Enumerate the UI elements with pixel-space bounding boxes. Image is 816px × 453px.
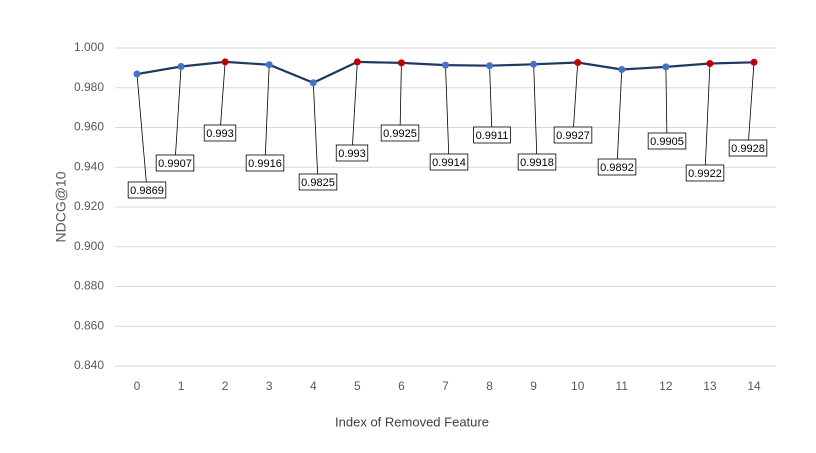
- x-tick-label: 13: [703, 379, 717, 393]
- data-label-box: [473, 126, 511, 144]
- leader-line: [174, 66, 182, 164]
- y-tick-label: 0.980: [74, 80, 104, 94]
- data-label: 0.993: [338, 148, 366, 160]
- x-tick-label: 2: [222, 379, 229, 393]
- data-point: [177, 62, 185, 70]
- leader-line: [747, 62, 755, 149]
- data-point: [530, 60, 538, 68]
- y-tick-label: 0.880: [74, 279, 104, 293]
- leader-line: [704, 63, 711, 174]
- data-label: 0.9911: [476, 130, 509, 142]
- x-tick-label: 12: [659, 379, 673, 393]
- data-point: [574, 59, 582, 67]
- data-label-box: [517, 153, 557, 171]
- y-tick-label: 0.840: [74, 358, 104, 372]
- data-point: [442, 61, 449, 69]
- data-label: 0.9892: [600, 162, 634, 174]
- data-label-box: [553, 126, 593, 144]
- data-label-box: [597, 158, 637, 176]
- x-tick-label: 9: [530, 379, 537, 393]
- data-label-box: [127, 181, 167, 199]
- leader-line: [489, 65, 493, 136]
- data-label: 0.9905: [650, 136, 684, 148]
- leader-line: [445, 65, 450, 163]
- x-tick-label: 7: [442, 379, 449, 393]
- leader-line: [351, 61, 358, 154]
- data-point: [750, 58, 758, 66]
- leader-line: [616, 69, 623, 168]
- data-point: [353, 58, 361, 66]
- data-point: [706, 60, 714, 68]
- data-point: [618, 65, 626, 73]
- data-point: [486, 62, 494, 70]
- data-label: 0.9914: [432, 157, 466, 169]
- data-label: 0.9922: [688, 168, 722, 180]
- data-label-box: [155, 154, 195, 172]
- data-label: 0.9928: [731, 143, 765, 155]
- data-point: [309, 79, 317, 87]
- data-label: 0.9925: [383, 128, 417, 140]
- leader-line: [533, 64, 538, 163]
- data-label: 0.9907: [158, 158, 192, 170]
- data-label: 0.993: [206, 128, 234, 140]
- data-label-box: [298, 173, 338, 191]
- data-label-box: [380, 124, 420, 142]
- data-point: [133, 70, 141, 78]
- x-tick-label: 1: [178, 379, 185, 393]
- leader-line: [219, 61, 226, 134]
- leader-line: [136, 74, 148, 191]
- data-point: [221, 58, 229, 66]
- data-label: 0.9918: [520, 157, 554, 169]
- x-axis-title: Index of Removed Feature: [335, 414, 489, 429]
- x-tick-label: 14: [747, 379, 761, 393]
- x-tick-label: 11: [616, 379, 629, 393]
- leader-line: [665, 66, 668, 142]
- y-tick-label: 0.900: [74, 239, 104, 253]
- x-tick-label: 5: [354, 379, 361, 393]
- leader-line: [312, 82, 319, 183]
- leader-line: [264, 64, 270, 164]
- data-label: 0.9916: [248, 158, 282, 170]
- x-tick-label: 10: [571, 379, 585, 393]
- data-label-box: [203, 124, 237, 142]
- data-label: 0.9869: [130, 185, 164, 197]
- data-label-box: [728, 139, 768, 157]
- x-tick-label: 6: [398, 379, 405, 393]
- y-tick-label: 0.920: [74, 199, 104, 213]
- data-label-box: [335, 144, 369, 162]
- y-tick-label: 0.940: [74, 159, 104, 173]
- y-tick-label: 0.960: [74, 120, 104, 134]
- y-tick-label: 1.000: [74, 40, 104, 54]
- data-label-box: [685, 164, 725, 182]
- data-label-box: [429, 153, 469, 171]
- x-tick-label: 0: [134, 379, 141, 393]
- data-label-box: [245, 154, 285, 172]
- data-label: 0.9927: [556, 130, 590, 142]
- x-tick-label: 8: [486, 379, 493, 393]
- data-point: [265, 61, 273, 69]
- data-label: 0.9825: [301, 177, 335, 189]
- data-point: [397, 59, 405, 67]
- leader-line: [572, 62, 579, 136]
- x-tick-label: 4: [310, 379, 317, 393]
- y-axis-title: NDCG@10: [53, 171, 69, 242]
- data-point: [662, 63, 670, 71]
- data-label-box: [647, 132, 687, 150]
- x-tick-label: 3: [266, 379, 273, 393]
- y-tick-label: 0.860: [74, 318, 104, 332]
- leader-line: [399, 62, 402, 134]
